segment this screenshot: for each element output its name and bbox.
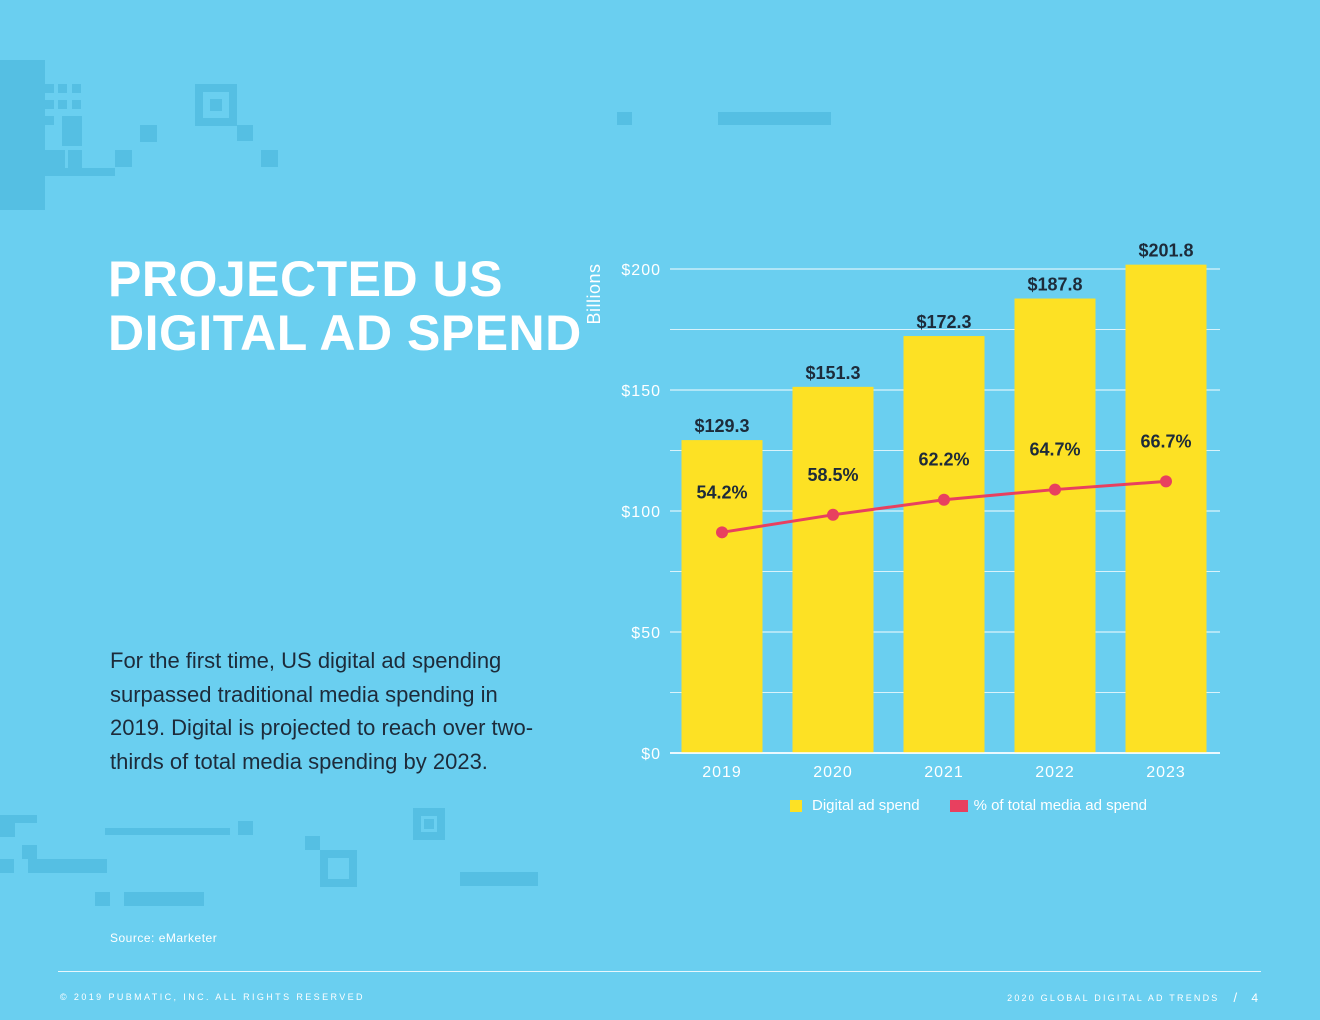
footer-separator: / [1233, 990, 1240, 1005]
pct-value-label: 66.7% [1140, 431, 1191, 451]
footer-report-title: 2020 GLOBAL DIGITAL AD TRENDS [1007, 992, 1220, 1003]
bar-2020 [792, 386, 874, 753]
y-tick-label: $100 [621, 504, 661, 521]
y-tick-label: $50 [631, 625, 661, 642]
legend-swatch-bar [790, 799, 802, 812]
pct-value-label: 64.7% [1029, 440, 1080, 460]
y-tick-label: $150 [621, 383, 661, 400]
footer-report-info: 2020 GLOBAL DIGITAL AD TRENDS / 4 [1007, 990, 1258, 1005]
pct-value-label: 62.2% [918, 450, 969, 470]
page-title-line-2: DIGITAL AD SPEND [108, 305, 582, 361]
bar-value-label: $129.3 [694, 416, 749, 436]
chart-legend: Digital ad spend % of total media ad spe… [790, 797, 1177, 814]
page-number: 4 [1251, 990, 1258, 1005]
pct-value-label: 54.2% [696, 482, 747, 502]
footer-divider [58, 971, 1261, 972]
y-tick-label: $200 [621, 262, 661, 279]
pct-point-2020 [827, 508, 839, 521]
y-axis-label: Billions [584, 263, 604, 324]
x-tick-label: 2022 [1035, 764, 1075, 781]
pct-point-2019 [716, 526, 728, 539]
x-tick-label: 2020 [813, 764, 853, 781]
bar-2023 [1125, 264, 1207, 753]
footer-copyright: © 2019 PUBMATIC, INC. ALL RIGHTS RESERVE… [60, 992, 365, 1002]
pct-value-label: 58.5% [807, 465, 858, 485]
y-tick-label: $0 [641, 746, 661, 763]
legend-label-bar: Digital ad spend [812, 797, 920, 814]
pct-point-2023 [1160, 475, 1172, 488]
bar-value-label: $201.8 [1138, 241, 1193, 261]
bar-2021 [903, 336, 985, 753]
bar-2022 [1014, 298, 1096, 753]
bar-value-label: $172.3 [916, 312, 971, 332]
x-tick-label: 2021 [924, 764, 964, 781]
pct-point-2022 [1049, 483, 1061, 496]
body-text: For the first time, US digital ad spendi… [110, 648, 534, 774]
pct-point-2021 [938, 493, 950, 506]
source-note: Source: eMarketer [110, 931, 218, 945]
bar-value-label: $187.8 [1027, 275, 1082, 295]
bar-2019 [681, 440, 763, 753]
bar-value-label: $151.3 [805, 363, 860, 383]
legend-item-bar: Digital ad spend [790, 797, 920, 814]
x-tick-label: 2023 [1146, 764, 1186, 781]
digital-ad-spend-chart: $0 $50 $100 $150 $200 Billions $129.3 $151.3 $17… [584, 241, 1220, 781]
page-title-line-1: PROJECTED US [108, 251, 503, 307]
legend-label-line: % of total media ad spend [973, 797, 1148, 814]
page-title: PROJECTED US DIGITAL AD SPEND [108, 252, 582, 360]
legend-item-line: % of total media ad spend [949, 797, 1148, 814]
legend-swatch-line [949, 799, 968, 812]
x-tick-label: 2019 [702, 764, 742, 781]
